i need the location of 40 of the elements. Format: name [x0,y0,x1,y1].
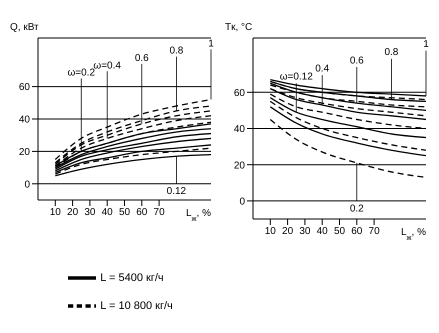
legend-label: L = 10 800 кг/ч [100,300,173,312]
annotation: ω=0.2 [67,68,96,79]
y-axis-title: Q, кВт [10,22,40,33]
annotation: 0.8 [384,47,399,58]
y-tick-label: 60 [234,88,246,99]
legend-label: L = 5400 кг/ч [100,272,164,284]
annotation: ω=0.4 [93,60,122,72]
x-axis-title: L$_{ж}$, % [400,227,426,242]
annotation: 1 [208,38,214,50]
x-tick-label: 20 [282,226,294,238]
y-tick-label: 40 [234,124,246,136]
annotation: 0.8 [169,46,184,57]
y-tick-label: 60 [18,82,30,94]
x-tick-label: 50 [118,207,130,218]
y-tick-label: 0 [239,196,246,208]
annotation: ω=0.12 [280,72,314,83]
x-axis-title: L$_{ж}$, % [186,208,212,222]
x-tick-label: 40 [316,226,328,238]
x-tick-label: 50 [334,226,346,238]
y-tick-label: 0 [24,179,30,190]
annotation: 0.2 [350,204,364,215]
annotation: 0.12 [166,186,187,197]
x-tick-label: 30 [299,226,311,238]
annotation: 1 [423,38,430,50]
annotation: 0.4 [315,63,330,74]
x-tick-label: 10 [264,226,276,238]
annotation: 0.6 [134,52,150,64]
x-tick-label: 10 [50,207,62,218]
x-tick-label: 30 [84,207,96,218]
annotation: 0.6 [350,55,364,66]
x-tick-label: 70 [368,226,380,238]
y-tick-label: 40 [18,114,30,126]
y-tick-label: 20 [234,160,246,172]
y-axis-title: Tк, °C [225,22,252,33]
x-tick-label: 60 [351,226,363,238]
y-tick-label: 20 [18,146,30,158]
x-tick-label: 20 [67,207,79,218]
x-tick-label: 70 [154,207,166,218]
x-tick-label: 40 [102,207,114,218]
x-tick-label: 60 [136,207,148,218]
